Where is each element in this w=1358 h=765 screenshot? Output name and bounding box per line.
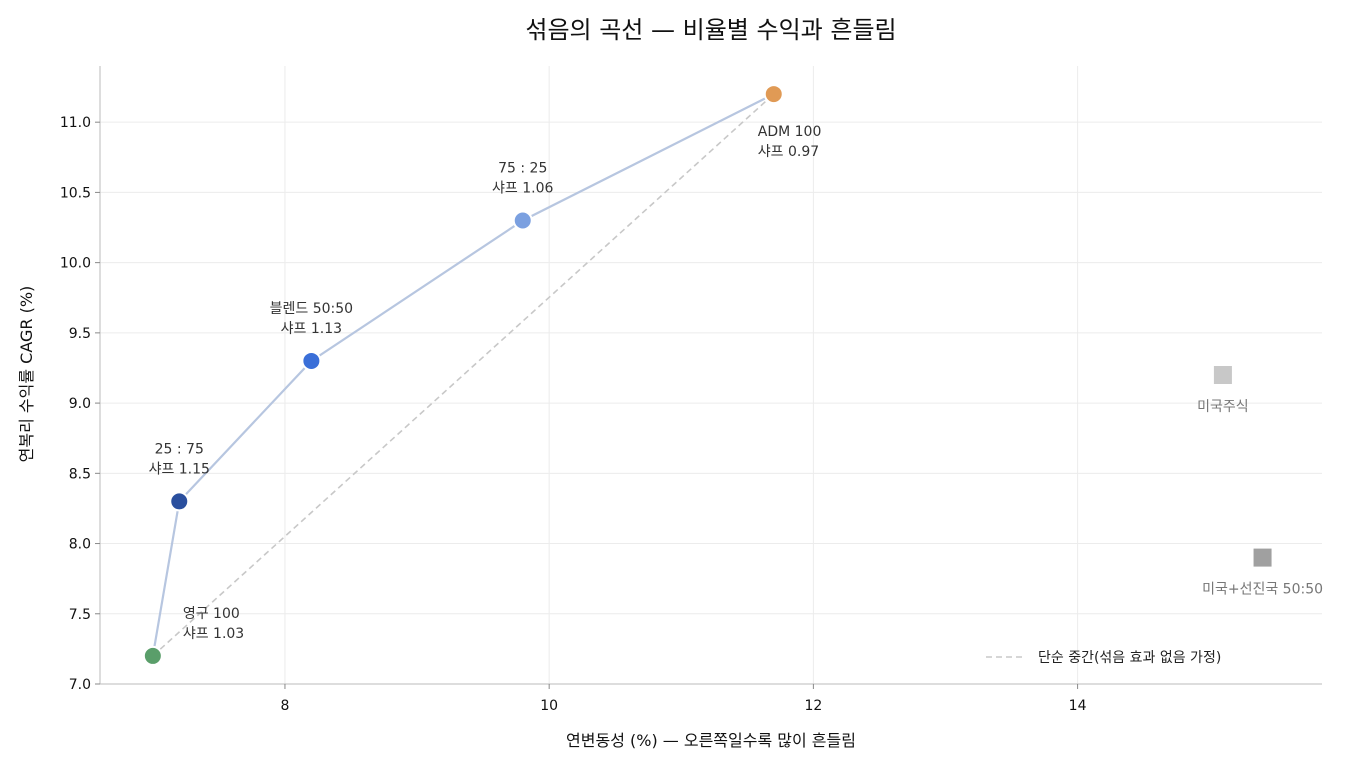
data-point xyxy=(142,645,163,666)
point-label: 25 : 75 xyxy=(155,441,204,457)
point-sharpe-label: 샤프 1.03 xyxy=(183,626,244,642)
point-sharpe-label: 샤프 1.06 xyxy=(492,181,553,197)
point-label: 영구 100 xyxy=(183,606,240,622)
naive-midpoint-line xyxy=(152,93,775,657)
point-sharpe-label: 샤프 0.97 xyxy=(758,144,819,160)
data-points xyxy=(142,84,1272,666)
y-tick-label: 10.0 xyxy=(60,256,91,272)
data-point xyxy=(763,84,784,105)
point-label: 75 : 25 xyxy=(498,161,547,177)
data-point xyxy=(169,491,190,512)
tick-labels: 8 10 12 14 7.0 7.5 8.0 8.5 9.0 9.5 10.0 10.5 11.0 xyxy=(60,115,1087,714)
y-tick-label: 8.5 xyxy=(69,466,91,482)
y-tick-label: 11.0 xyxy=(60,115,91,131)
reference-label: 미국주식 xyxy=(1197,399,1249,415)
y-axis-label: 연복리 수익률 CAGR (%) xyxy=(17,286,36,463)
y-tick-label: 10.5 xyxy=(60,185,91,201)
point-label: ADM 100 xyxy=(758,124,822,140)
y-tick-label: 8.0 xyxy=(69,537,91,553)
point-sharpe-label: 샤프 1.15 xyxy=(149,461,210,477)
y-tick-label: 9.5 xyxy=(69,326,91,342)
x-tick-label: 14 xyxy=(1069,698,1087,714)
y-tick-label: 7.0 xyxy=(69,677,91,693)
reference-label: 미국+선진국 50:50 xyxy=(1202,582,1323,598)
y-tick-label: 9.0 xyxy=(69,396,91,412)
gridlines xyxy=(100,66,1322,685)
reference-marker xyxy=(1253,548,1272,567)
y-tick-label: 7.5 xyxy=(69,607,91,623)
point-sharpe-label: 샤프 1.13 xyxy=(281,321,342,337)
data-point xyxy=(512,210,533,231)
data-point xyxy=(301,350,322,371)
chart-title: 섞음의 곡선 — 비율별 수익과 흔들림 xyxy=(525,16,896,44)
point-annotations: 영구 100 샤프 1.03 25 : 75 샤프 1.15 블렌드 50:50 샤프 1… xyxy=(149,124,1323,642)
axes xyxy=(99,66,1322,685)
x-axis-label: 연변동성 (%) — 오른쪽일수록 많이 흔들림 xyxy=(566,731,856,750)
point-label: 블렌드 50:50 xyxy=(270,301,353,317)
series-lines xyxy=(151,93,775,657)
x-tick-label: 10 xyxy=(540,698,558,714)
x-tick-label: 8 xyxy=(280,698,289,714)
legend-entry: 단순 중간(섞음 효과 없음 가정) xyxy=(1038,650,1221,666)
reference-marker xyxy=(1213,366,1232,384)
x-tick-label: 12 xyxy=(804,698,822,714)
legend: 단순 중간(섞음 효과 없음 가정) xyxy=(986,650,1221,666)
